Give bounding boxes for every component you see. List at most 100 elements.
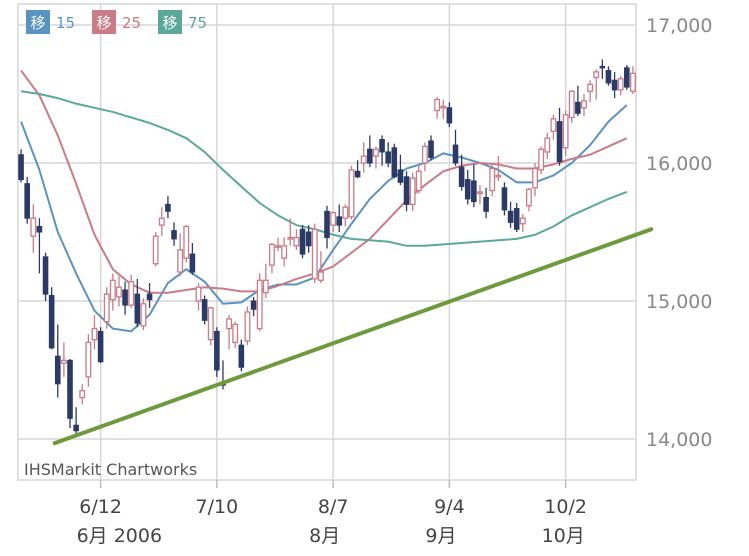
candle-body-down: [354, 170, 361, 178]
candle-body-down: [367, 148, 373, 164]
x-tick-sublabel: 10月: [542, 525, 585, 547]
candle-body-down: [24, 183, 30, 219]
candle-body-down: [201, 299, 208, 321]
legend-label: 25: [122, 14, 141, 32]
candle-body-down: [605, 70, 612, 84]
candle-body-up: [629, 72, 636, 92]
candle-body-down: [250, 300, 257, 310]
candle-body-down: [324, 210, 330, 239]
candle-body-up: [519, 217, 526, 225]
candle-body-up: [30, 217, 37, 237]
candle-body-up: [495, 174, 502, 178]
candle-body-up: [525, 188, 532, 207]
candle-body-down: [575, 101, 581, 114]
candle-body-up: [415, 170, 422, 192]
legend-badge-text: 移: [96, 14, 111, 32]
candle-body-down: [452, 144, 459, 164]
candle-body-up: [128, 281, 135, 306]
candle-body-up: [317, 271, 324, 281]
candle-body-up: [232, 323, 239, 344]
candle-body-up: [116, 286, 122, 298]
candle-body-up: [275, 245, 281, 248]
candle-body-down: [556, 121, 563, 163]
candle-body-up: [281, 245, 288, 259]
candle-body-down: [379, 139, 385, 153]
trend-line: [52, 227, 654, 446]
plot-frame: [17, 3, 637, 481]
candle-body-up: [60, 359, 67, 364]
candle-body-up: [360, 155, 367, 164]
candle-body-down: [624, 67, 630, 88]
candle-body-up: [421, 145, 428, 164]
candle-body-down: [336, 216, 343, 226]
legend-badge-text: 移: [162, 14, 177, 32]
candle-body-down: [54, 355, 61, 385]
candle-body-up: [440, 105, 447, 109]
legend-badge-text: 移: [30, 14, 45, 32]
candle-body-up: [581, 100, 587, 109]
candle-body-up: [489, 167, 496, 192]
candle-body-down: [67, 359, 73, 419]
watermark: IHSMarkit Chartworks: [24, 460, 197, 479]
x-tick-sublabel: 8月: [309, 525, 340, 547]
candle-body-down: [471, 180, 477, 203]
candle-body-down: [483, 197, 489, 212]
legend-badge: [158, 10, 182, 34]
legend-badge: [92, 10, 116, 34]
candle-body-down: [507, 210, 514, 223]
candle-body-up: [226, 318, 233, 330]
candle-body-up: [268, 243, 275, 266]
candle-body-down: [501, 187, 508, 211]
x-tick-label: 9/4: [434, 496, 465, 518]
candle-body-up: [287, 236, 294, 240]
candle-body-up: [409, 177, 416, 206]
candle-body-down: [42, 256, 49, 295]
candle-body-up: [91, 327, 98, 341]
candle-body-down: [299, 228, 306, 255]
candle-body-up: [550, 118, 557, 132]
grid: [17, 3, 637, 481]
candle-body-up: [532, 167, 538, 189]
candle-body-up: [140, 303, 147, 327]
candle-body-up: [177, 249, 184, 273]
candle-body-down: [238, 344, 245, 368]
candle-body-up: [562, 114, 569, 149]
ma-line-75: [20, 90, 628, 247]
candle-body-up: [538, 148, 545, 171]
candle-body-down: [73, 424, 79, 432]
candle-body-up: [434, 98, 441, 112]
candle-body-up: [311, 228, 318, 280]
candle-body-down: [134, 293, 141, 324]
y-axis: 17,000 16,000 15,000 14,000: [646, 15, 712, 451]
legend-label: 15: [56, 14, 75, 32]
y-tick-label: 14,000: [646, 429, 712, 451]
candle-body-down: [513, 208, 520, 230]
candle-body-up: [373, 148, 379, 157]
candle-body-down: [146, 293, 153, 301]
candle-body-up: [109, 279, 116, 301]
candle-body-down: [599, 65, 606, 69]
candle-body-up: [195, 286, 202, 302]
candle-body-up: [293, 236, 300, 247]
candle-body-down: [214, 330, 220, 371]
candle-body-down: [305, 231, 312, 247]
y-tick-label: 15,000: [646, 291, 712, 313]
candle-body-up: [593, 71, 600, 79]
candle-body-down: [189, 253, 196, 273]
candle-body-down: [385, 151, 391, 164]
x-tick-sublabel: 6月 2006: [77, 525, 162, 547]
legend-label: 75: [188, 14, 207, 32]
y-tick-label: 17,000: [646, 15, 712, 37]
candle-body-up: [79, 390, 86, 399]
candle-body-down: [171, 230, 177, 240]
candle-body-up: [103, 293, 110, 323]
candle-body-up: [348, 169, 355, 218]
candle-body-down: [464, 179, 471, 200]
candle-body-down: [165, 203, 171, 212]
candle-body-up: [544, 137, 551, 153]
x-tick-sublabel: 9月: [425, 525, 456, 547]
candle-body-down: [397, 169, 404, 183]
candles: [18, 59, 636, 435]
candle-body-down: [446, 107, 453, 124]
